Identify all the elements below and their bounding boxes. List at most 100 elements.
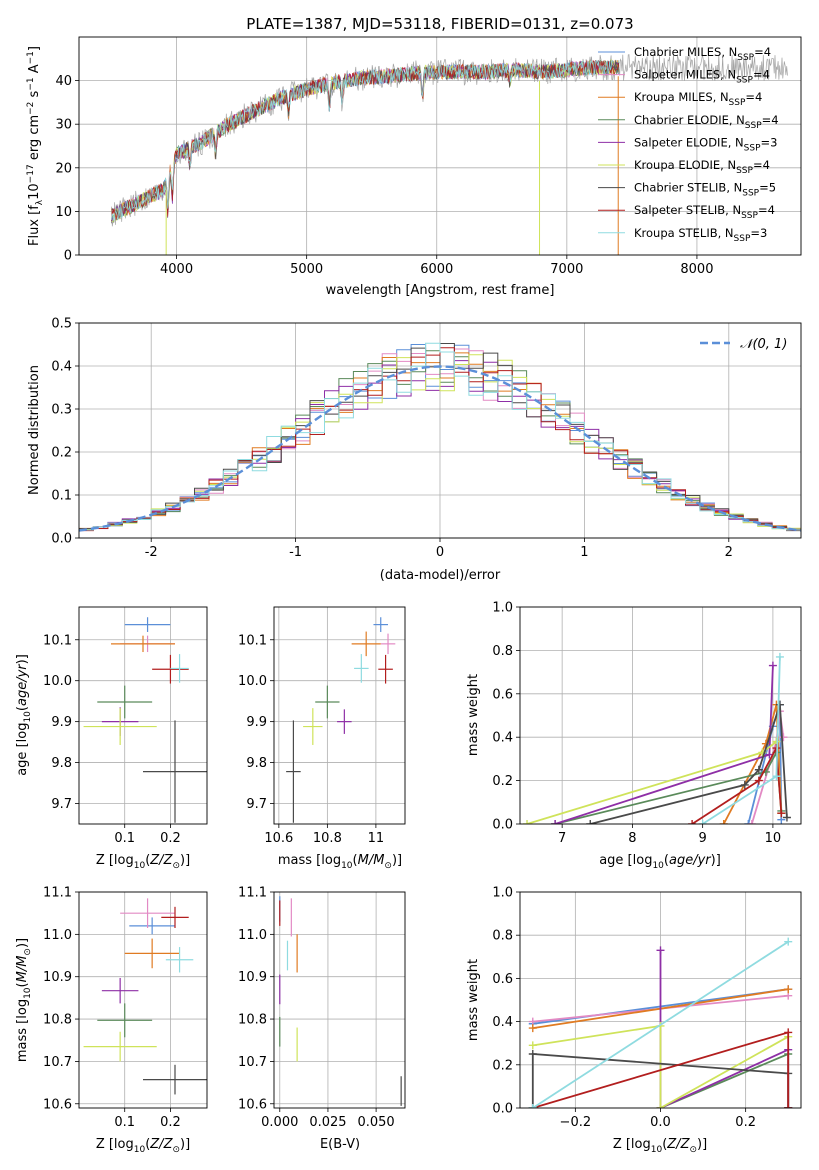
plot-area-age_vs_Z (83, 617, 207, 823)
y-axis-label-part: A (27, 64, 42, 77)
plot-area-mass_vs_Z (83, 898, 207, 1095)
y-tick-label: 0.8 (492, 929, 513, 944)
x-axis-label-part: age [log (599, 853, 652, 868)
x-tick-label: 4000 (160, 262, 193, 277)
y-axis-label-part: λ (35, 199, 45, 205)
y-tick-label: 0.0 (492, 1102, 513, 1117)
axes-frame (78, 606, 208, 825)
x-axis-label-part: Z [log (96, 1137, 134, 1152)
x-axis-label-part: M/M (358, 853, 385, 868)
y-axis-label-part: ] (27, 46, 42, 51)
x-axis-label-part: ( (662, 1137, 667, 1152)
plot-area-weight_vs_age (523, 652, 791, 824)
legend-entry-part: Salpeter ELODIE, N (634, 135, 744, 149)
plot-area-residuals (79, 342, 801, 532)
x-axis-label-part: mass [log (278, 853, 341, 868)
y-tick-label: 0.4 (51, 360, 72, 375)
plot-area-spectrum (111, 54, 788, 255)
x-tick-label: 0.1 (114, 1115, 135, 1130)
weight-point-marker (528, 1050, 537, 1058)
y-tick-label: 10 (55, 205, 72, 220)
weight-line (691, 744, 783, 824)
x-tick-label: 0.000 (261, 1115, 298, 1130)
x-axis-label: E(B-V) (320, 1137, 360, 1152)
legend-entry: Chabrier MILES, NSSP=4 (634, 45, 771, 63)
x-tick-label: 0.050 (357, 1115, 394, 1130)
legend-entry-part: SSP (745, 121, 762, 131)
y-axis-label-part: mass [log (15, 999, 30, 1062)
weight-point-marker (768, 661, 777, 670)
weight-point-marker (754, 776, 763, 785)
y-axis-label: mass weight (466, 674, 481, 756)
x-axis-label-part: )] (180, 1137, 190, 1152)
panel-age_vs_mass: 10.6 10.8 11 9.7 9.8 9.9 10.0 10.1 mass [log10(M… (238, 606, 406, 871)
x-tick-label: 0.025 (309, 1115, 346, 1130)
y-tick-label: 0.8 (492, 644, 513, 659)
y-axis-label: age [log10(age/yr)] (15, 654, 33, 776)
x-tick-label: 10.8 (313, 831, 342, 846)
x-axis-label-part: 10 (652, 861, 664, 871)
weight-point-marker (775, 700, 784, 709)
legend-entry: Salpeter STELIB, NSSP=4 (634, 203, 775, 221)
y-tick-label: 0.0 (492, 818, 513, 833)
y-tick-label: 9.9 (51, 715, 72, 730)
y-tick-label: 0.2 (492, 774, 513, 789)
y-tick-label: 11.0 (238, 928, 267, 943)
y-axis-label-part: 10 (23, 711, 33, 723)
y-axis-label-part: ( (15, 706, 30, 711)
legend-entry-part: =4 (758, 203, 775, 217)
y-axis-label-part: )] (15, 654, 30, 664)
x-axis-label: mass [log10(M/M⊙)] (278, 853, 402, 871)
y-axis-label-part: age [log (15, 723, 30, 776)
y-axis-label-part: ⊙ (23, 948, 33, 956)
legend-entry-part: Kroupa STELIB, N (634, 226, 734, 240)
x-axis-label-part: ⊙ (172, 861, 180, 871)
weight-point-marker (782, 813, 791, 822)
legend-entry: Kroupa STELIB, NSSP=3 (634, 226, 767, 244)
y-tick-label: 10.6 (238, 1097, 267, 1112)
legend-entry-part: Salpeter STELIB, N (634, 203, 741, 217)
spectrum-model-line (111, 59, 613, 221)
x-tick-label: 0.0 (650, 1115, 671, 1130)
weight-point-marker (656, 946, 665, 955)
weight-line (526, 739, 783, 824)
legend-entry-part: =4 (745, 90, 762, 104)
weight-point-marker (784, 1028, 793, 1037)
legend-entry-part: =4 (753, 158, 770, 172)
y-tick-label: 0.3 (51, 403, 72, 418)
panel-age_vs_Z: 0.1 0.29.79.89.910.010.1Z [log10(Z/Z⊙)]ag… (15, 606, 208, 871)
y-axis-label-part: erg cm (27, 115, 42, 164)
y-tick-label: 0 (64, 249, 72, 264)
y-tick-label: 10.6 (43, 1097, 72, 1112)
y-axis-label-part: −17 (26, 164, 36, 183)
legend-entry-part: Kroupa ELODIE, N (634, 158, 736, 172)
x-axis-label-part: )] (697, 1137, 707, 1152)
axes-frame (78, 36, 802, 256)
x-axis-label-part: 10 (134, 1145, 146, 1155)
y-tick-label: 11.0 (43, 928, 72, 943)
legend-entry: 𝒩(0, 1) (740, 337, 787, 352)
weight-point-marker (777, 809, 786, 818)
legend-entry-part: =3 (750, 226, 767, 240)
legend-entry: Kroupa MILES, NSSP=4 (634, 90, 762, 108)
x-tick-label: -2 (145, 545, 158, 560)
x-tick-label: 5000 (290, 262, 323, 277)
y-tick-label: 10.9 (238, 970, 267, 985)
legend-entry-part: SSP (741, 211, 758, 221)
legend-entry: Salpeter ELODIE, NSSP=3 (634, 135, 777, 153)
legend-entry-part: Chabrier MILES, N (634, 45, 737, 59)
plot-area-age_vs_mass (286, 617, 396, 823)
y-axis-label: Flux [fλ10−17 erg cm−2 s−1 A−1] (26, 46, 45, 246)
axes-frame (519, 606, 802, 825)
legend-entry-part: =4 (754, 45, 771, 59)
y-tick-label: 0.1 (51, 489, 72, 504)
x-axis-label-part: 10 (651, 1145, 663, 1155)
x-axis-label-part: ( (145, 1137, 150, 1152)
axes-frame (78, 891, 208, 1109)
weight-point-marker (528, 1024, 537, 1033)
y-tick-label: 9.9 (246, 715, 267, 730)
weight-point-marker (688, 820, 697, 824)
plot-area-weight_vs_Z (528, 937, 793, 1108)
